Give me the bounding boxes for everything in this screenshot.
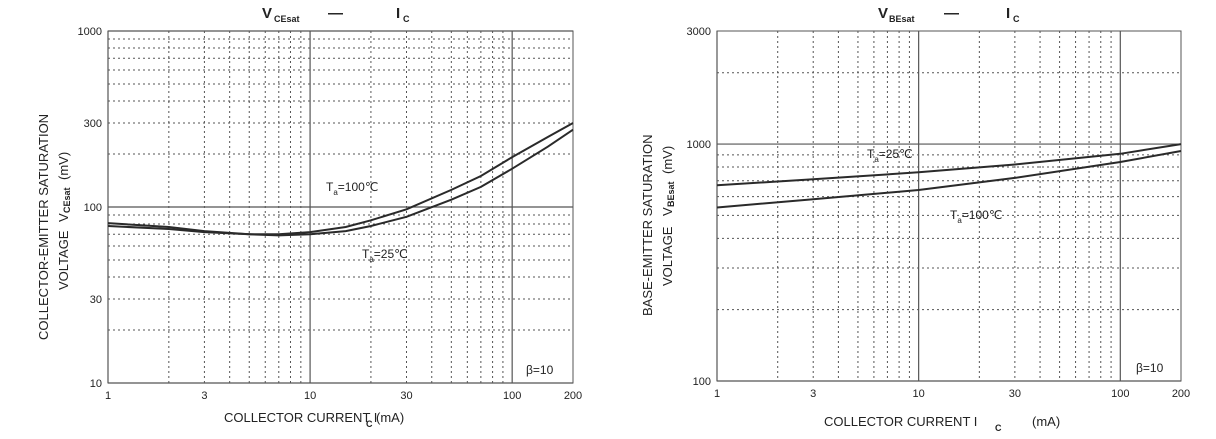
chart-title-rhs-sub: C [403,14,410,24]
y-axis-label: COLLECTOR-EMITTER SATURATION VOLTAGE V C… [36,114,72,340]
y-tick-label: 100 [84,202,102,214]
chart-title-main: V [878,5,888,22]
vbesat-chart: V BEsat — I C BASE-EMITTER SATURATION VO… [640,5,1191,433]
tick-labels: 1 3 10 30 100 200 100 1000 3000 [687,26,1191,400]
chart-title-sub: CEsat [274,14,300,24]
chart-title-main: V [262,5,272,22]
plot-frame [107,30,574,384]
vbesat-chart-panel: V BEsat — I C BASE-EMITTER SATURATION VO… [608,0,1216,439]
series-line-1 [716,150,1182,209]
y-axis-label-unit: (mV) [56,152,71,180]
vcesat-chart-panel: V CEsat — I C COLLECTOR-EMITTER SATURATI… [36,5,583,429]
y-axis-label-voltage: VOLTAGE [56,230,71,290]
x-tick-label: 3 [201,390,207,402]
y-axis-label: BASE-EMITTER SATURATION VOLTAGE V BEsat … [640,134,676,316]
x-tick-label: 1 [714,388,720,400]
x-axis-label: COLLECTOR CURRENT I [824,414,977,429]
y-axis-label-line1: COLLECTOR-EMITTER SATURATION [36,114,51,340]
x-tick-label: 1 [105,390,111,402]
x-tick-label: 200 [1172,388,1190,400]
y-axis-label-unit: (mV) [660,146,675,174]
grid [107,30,574,384]
curves [716,143,1182,209]
x-axis-label-sub: C [366,419,373,429]
chart-title-rhs: I [396,5,400,22]
y-axis-label-symbol-sub: CEsat [62,187,72,213]
x-axis-label-unit: (mA) [1032,414,1060,429]
chart-title-rhs: I [1006,5,1010,22]
x-tick-label: 3 [810,388,816,400]
y-tick-label: 30 [90,294,102,306]
x-tick-label: 30 [1009,388,1021,400]
y-tick-label: 3000 [687,26,711,38]
beta-note: β=10 [1136,361,1164,375]
y-tick-label: 10 [90,378,102,390]
x-tick-label: 100 [503,390,521,402]
chart-title-separator: — [944,5,959,22]
tick-labels: 1 3 10 30 100 200 10 30 100 300 1000 [78,26,583,402]
chart-title-sub: BEsat [889,14,915,24]
y-axis-label-voltage: VOLTAGE [660,226,675,286]
curves [107,122,574,237]
y-axis-label-line1: BASE-EMITTER SATURATION [640,134,655,316]
x-tick-label: 10 [913,388,925,400]
series-line-0 [716,143,1182,187]
series-label-1: Ta=100℃ [950,208,1002,225]
y-tick-label: 1000 [78,26,102,38]
y-tick-label: 1000 [687,139,711,151]
chart-title-separator: — [328,5,343,22]
x-axis-label-sub: C [995,423,1002,433]
y-axis-label-symbol: V [660,207,675,216]
series-label-0: Ta=25℃ [867,147,913,164]
curve-labels: Ta=100℃ Ta=25℃ [326,180,408,264]
y-axis-label-symbol-sub: BEsat [666,181,676,207]
curve-labels: Ta=25℃ Ta=100℃ [867,147,1002,225]
beta-note: β=10 [526,363,554,377]
series-label-0: Ta=100℃ [326,180,378,197]
plot-frame [716,30,1182,382]
series-line-1 [107,128,574,237]
x-tick-label: 100 [1111,388,1129,400]
x-tick-label: 10 [304,390,316,402]
grid [716,30,1182,382]
chart-title-rhs-sub: C [1013,14,1020,24]
x-axis-label: COLLECTOR CURRENT I [224,410,377,425]
vcesat-chart: V CEsat — I C COLLECTOR-EMITTER SATURATI… [36,5,583,429]
y-tick-label: 300 [84,118,102,130]
series-label-1: Ta=25℃ [362,247,408,264]
x-axis-label-unit: (mA) [376,410,404,425]
y-tick-label: 100 [693,376,711,388]
x-tick-label: 200 [564,390,582,402]
x-tick-label: 30 [400,390,412,402]
y-axis-label-symbol: V [56,213,71,222]
